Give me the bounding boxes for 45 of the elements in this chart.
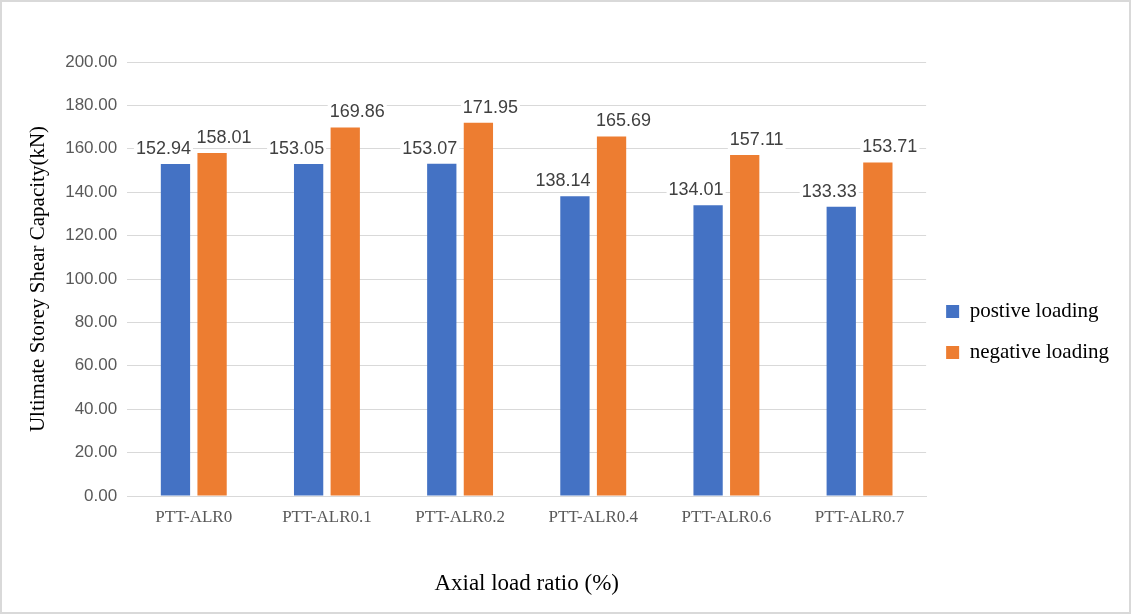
data-label: 169.86 [329, 101, 385, 122]
data-label: 133.33 [801, 180, 857, 201]
bar [730, 155, 760, 496]
legend-label: postive loading [969, 298, 1100, 323]
bar [463, 122, 494, 496]
data-label: 157.11 [729, 129, 784, 150]
y-tick-label: 20.00 [74, 442, 118, 462]
data-label: 153.07 [402, 137, 458, 158]
bar [863, 162, 893, 496]
data-label: 165.69 [596, 110, 652, 131]
y-tick-label: 0.00 [84, 485, 118, 505]
x-tick-label: PTT-ALR0 [155, 506, 233, 526]
x-tick-label: PTT-ALR0.6 [681, 506, 772, 526]
y-tick-label: 40.00 [74, 398, 118, 418]
data-label: 153.71 [862, 136, 918, 157]
y-tick-label: 180.00 [65, 95, 118, 115]
bar [197, 153, 227, 496]
bar [560, 196, 590, 496]
bar [330, 127, 360, 496]
bar [826, 206, 856, 496]
data-label: 158.01 [196, 127, 252, 148]
bar [427, 163, 457, 496]
x-tick-label: PTT-ALR0.4 [548, 506, 639, 526]
data-label: 152.94 [135, 138, 191, 159]
x-tick-label: PTT-ALR0.2 [415, 506, 505, 526]
data-label: 171.95 [462, 96, 518, 117]
data-label: 138.14 [535, 170, 591, 191]
data-label: 153.05 [269, 137, 325, 158]
y-tick-label: 140.00 [65, 181, 118, 201]
y-tick-label: 120.00 [65, 225, 118, 245]
y-tick-label: 100.00 [65, 268, 118, 288]
y-axis-title: Ultimate Storey Shear Capacity(kN) [25, 125, 50, 433]
x-tick-label: PTT-ALR0.1 [282, 506, 372, 526]
bar [293, 163, 324, 496]
y-tick-label: 160.00 [65, 138, 118, 158]
y-tick-label: 60.00 [74, 355, 118, 375]
bar [693, 205, 723, 496]
x-axis-title: Axial load ratio (%) [434, 570, 619, 596]
data-label: 134.01 [668, 179, 724, 200]
y-tick-label: 80.00 [74, 312, 118, 332]
legend-label: negative loading [969, 339, 1110, 364]
y-tick-label: 200.00 [65, 51, 118, 71]
x-tick-label: PTT-ALR0.7 [814, 506, 905, 526]
bar [596, 136, 627, 496]
bar [160, 164, 191, 496]
